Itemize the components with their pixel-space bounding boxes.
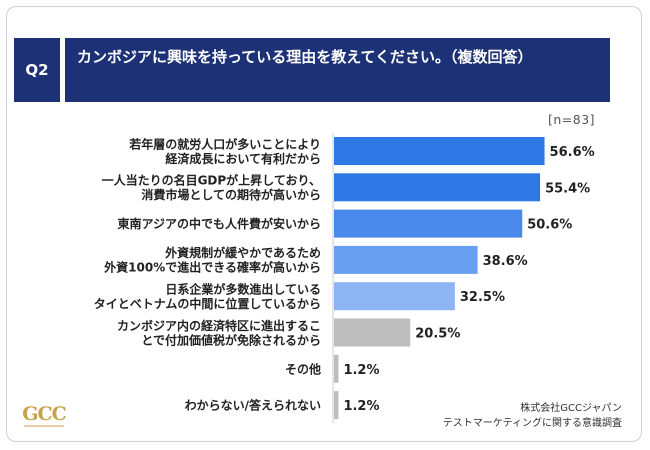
category-label: カンボジア内の経済特区に進出することで付加価値税が免除されるから	[117, 318, 321, 348]
category-label: 一人当たりの名目GDPが上昇しており、消費市場としての期待が高いから	[102, 173, 321, 203]
data-label: 56.6%	[550, 145, 595, 160]
bar	[334, 282, 455, 311]
category-label-line: 外資100%で進出できる確率が高いから	[104, 260, 321, 275]
footer-company: 株式会社GCCジャパン	[520, 403, 622, 414]
question-header: Q2 カンボジアに興味を持っている理由を教えてください。（複数回答）	[14, 38, 614, 102]
question-title: カンボジアに興味を持っている理由を教えてください。（複数回答）	[65, 38, 610, 102]
question-number: Q2	[14, 38, 60, 102]
bar	[334, 354, 339, 383]
footer-source: 株式会社GCCジャパン テストマーケティングに関する意識調査	[443, 401, 622, 431]
svg-text:GCC: GCC	[22, 403, 66, 425]
category-label-line: 東南アジアの中でも人件費が安いから	[117, 216, 321, 231]
category-label-line: わからない/答えられない	[185, 398, 321, 413]
bar	[334, 173, 541, 202]
bar	[334, 137, 545, 165]
data-label: 38.6%	[483, 254, 528, 269]
data-label: 20.5%	[415, 327, 460, 342]
category-label-line: タイとベトナムの中間に位置しているから	[94, 296, 321, 311]
category-label: 日系企業が多数進出しているタイとベトナムの中間に位置しているから	[94, 281, 321, 311]
category-label-line: 日系企業が多数進出している	[165, 281, 321, 296]
category-label-line: 外資規制が緩やかであるため	[165, 245, 321, 260]
data-label: 1.2%	[343, 399, 379, 414]
category-label: わからない/答えられない	[185, 398, 321, 413]
category-label-line: その他	[285, 361, 321, 376]
bar	[334, 318, 411, 347]
data-label: 50.6%	[527, 218, 572, 233]
category-label-line: 一人当たりの名目GDPが上昇しており、	[102, 173, 321, 188]
category-label: 外資規制が緩やかであるため外資100%で進出できる確率が高いから	[104, 245, 321, 275]
category-label-line: 経済成長において有利だから	[165, 151, 321, 166]
category-label-line: カンボジア内の経済特区に進出するこ	[117, 318, 321, 333]
category-label: 若年層の就労人口が多いことにより経済成長において有利だから	[128, 136, 321, 166]
data-label: 1.2%	[343, 363, 379, 378]
category-label-line: 若年層の就労人口が多いことにより	[128, 136, 321, 151]
data-label: 32.5%	[460, 290, 505, 305]
category-label: その他	[285, 361, 321, 376]
footer-survey: テストマーケティングに関する意識調査	[442, 418, 622, 429]
bar	[334, 245, 478, 274]
category-label-line: 消費市場としての期待が高いから	[141, 187, 321, 202]
data-label: 55.4%	[545, 181, 590, 196]
gcc-logo: GCC	[20, 396, 68, 434]
bar	[334, 209, 523, 238]
sample-size-label: [n=83]	[548, 112, 596, 127]
bar	[334, 391, 339, 420]
category-label: 東南アジアの中でも人件費が安いから	[117, 216, 321, 231]
category-label-line: とで付加価値税が免除されるから	[141, 332, 321, 347]
